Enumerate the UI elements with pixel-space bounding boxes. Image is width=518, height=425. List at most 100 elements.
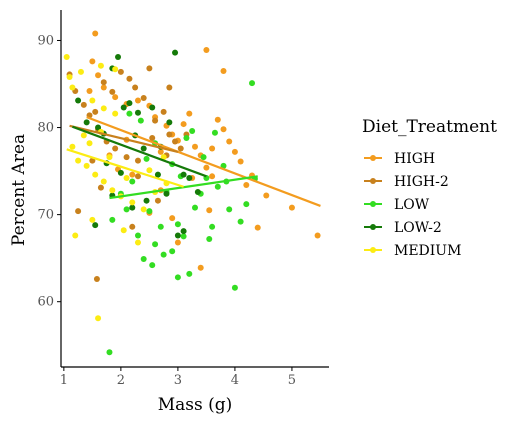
data-point <box>106 349 113 356</box>
y-tick-label: 90 <box>37 33 54 48</box>
data-point <box>143 155 150 162</box>
data-point <box>106 154 113 161</box>
data-point <box>186 110 193 117</box>
data-point <box>172 138 179 145</box>
data-point <box>86 140 93 147</box>
data-point <box>77 68 84 75</box>
data-point <box>189 128 196 135</box>
data-point <box>194 188 201 195</box>
data-point <box>92 108 99 115</box>
legend: Diet_Treatment HIGH HIGH-2 LOW LOW-2 MEDIUM <box>362 117 497 259</box>
data-point <box>186 270 193 277</box>
data-point <box>214 183 221 190</box>
data-point <box>112 66 119 73</box>
data-point <box>149 104 156 111</box>
x-axis-ticks: 1 2 3 4 5 <box>60 367 296 388</box>
data-point <box>211 129 218 136</box>
data-point <box>134 97 141 104</box>
data-point <box>206 207 213 214</box>
data-point <box>126 75 133 82</box>
legend-swatch-dot <box>370 247 376 253</box>
x-tick-label: 3 <box>174 373 182 388</box>
data-point <box>254 224 261 231</box>
legend-swatch-dot <box>370 178 376 184</box>
data-point <box>137 117 144 124</box>
data-point <box>174 232 181 239</box>
data-point <box>75 157 82 164</box>
data-point <box>249 80 256 87</box>
data-point <box>93 276 100 283</box>
data-point <box>134 173 141 180</box>
data-point <box>80 101 87 108</box>
data-point <box>174 239 181 246</box>
data-point <box>83 162 90 169</box>
data-point <box>89 97 96 104</box>
data-point <box>140 94 147 101</box>
data-point <box>95 124 102 131</box>
data-point <box>140 145 147 152</box>
data-point <box>183 134 190 141</box>
data-point <box>209 145 216 152</box>
legend-label: LOW-2 <box>394 220 442 236</box>
legend-label: HIGH-2 <box>394 174 449 190</box>
legend-title: Diet_Treatment <box>362 117 497 137</box>
x-tick-label: 2 <box>117 373 125 388</box>
data-point <box>209 223 216 230</box>
data-point <box>69 84 76 91</box>
x-tick-label: 4 <box>231 373 239 388</box>
data-point <box>177 145 184 152</box>
data-point <box>146 167 153 174</box>
data-point <box>109 187 116 194</box>
data-point <box>129 204 136 211</box>
data-point <box>123 175 130 182</box>
legend-items: HIGH HIGH-2 LOW LOW-2 MEDIUM <box>364 151 461 259</box>
data-point <box>63 54 70 61</box>
data-point <box>140 256 147 263</box>
trend-line <box>109 175 258 200</box>
y-axis-title: Percent Area <box>9 134 29 246</box>
data-point <box>203 164 210 171</box>
legend-swatch-dot <box>370 155 376 161</box>
data-point <box>80 132 87 139</box>
data-point <box>152 241 159 248</box>
data-point <box>149 134 156 141</box>
data-point <box>75 97 82 104</box>
data-point <box>134 232 141 239</box>
data-point <box>243 182 250 189</box>
data-point <box>226 206 233 213</box>
data-point <box>95 315 102 322</box>
legend-swatch-dot <box>370 224 376 230</box>
data-point <box>92 222 99 229</box>
data-point <box>166 131 173 138</box>
trend-line <box>72 125 207 178</box>
data-point <box>100 84 107 91</box>
legend-label: LOW <box>394 197 430 213</box>
data-point <box>146 65 153 72</box>
data-point <box>243 201 250 208</box>
data-point <box>134 157 141 164</box>
data-point <box>129 178 136 185</box>
data-point <box>112 94 119 101</box>
y-tick-label: 80 <box>37 121 54 136</box>
y-axis-ticks: 60 70 80 90 <box>37 33 61 310</box>
data-point <box>172 49 179 56</box>
data-point <box>169 248 176 255</box>
data-point <box>166 84 173 91</box>
data-point <box>192 143 198 150</box>
data-point <box>129 199 136 206</box>
data-point <box>160 108 167 115</box>
data-point <box>231 284 238 291</box>
data-point <box>174 274 181 281</box>
data-point <box>149 262 156 269</box>
trend-line <box>69 124 179 153</box>
data-point <box>112 145 119 152</box>
data-point <box>209 173 216 180</box>
data-point <box>109 216 116 223</box>
data-point <box>100 105 107 112</box>
data-point <box>180 171 187 178</box>
data-point <box>160 251 167 258</box>
data-point <box>92 30 99 37</box>
data-point <box>163 190 170 197</box>
data-point <box>109 88 116 95</box>
legend-swatch-dot <box>370 201 376 207</box>
